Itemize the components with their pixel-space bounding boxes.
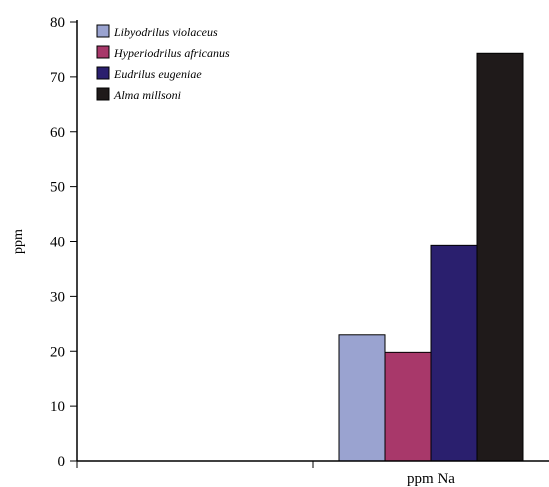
- y-tick-label: 30: [50, 289, 65, 305]
- x-tick-label: ppm Na: [407, 471, 455, 487]
- y-axis-title: ppm: [11, 229, 26, 254]
- legend-swatch: [96, 24, 110, 38]
- y-tick-label: 10: [50, 399, 65, 415]
- legend-swatch: [96, 87, 110, 101]
- legend-swatch: [96, 66, 110, 80]
- y-tick-label: 60: [50, 125, 65, 141]
- y-tick-label: 50: [50, 180, 65, 196]
- bar: [384, 351, 432, 462]
- y-tick-label: 20: [50, 344, 65, 360]
- y-tick-label: 40: [50, 235, 65, 251]
- bar: [430, 244, 478, 462]
- bars: [338, 52, 524, 462]
- legend-label: Eudrilus eugeniae: [113, 67, 202, 81]
- legend-label: Alma millsoni: [113, 88, 181, 102]
- y-tick-label: 0: [58, 454, 66, 470]
- y-tick-label: 70: [50, 70, 65, 86]
- y-axis-ticks: 0 10 20 30 40 50 60 70 80: [50, 15, 77, 470]
- x-axis-ticks: ppm Na: [76, 461, 455, 487]
- legend-label: Libyodrilus violaceus: [113, 25, 218, 39]
- legend: Libyodrilus violaceus Hyperiodrilus afric…: [96, 24, 230, 102]
- bar: [338, 334, 386, 462]
- legend-label: Hyperiodrilus africanus: [113, 46, 230, 60]
- bar: [476, 52, 524, 462]
- legend-swatch: [96, 45, 110, 59]
- y-tick-label: 80: [50, 15, 65, 31]
